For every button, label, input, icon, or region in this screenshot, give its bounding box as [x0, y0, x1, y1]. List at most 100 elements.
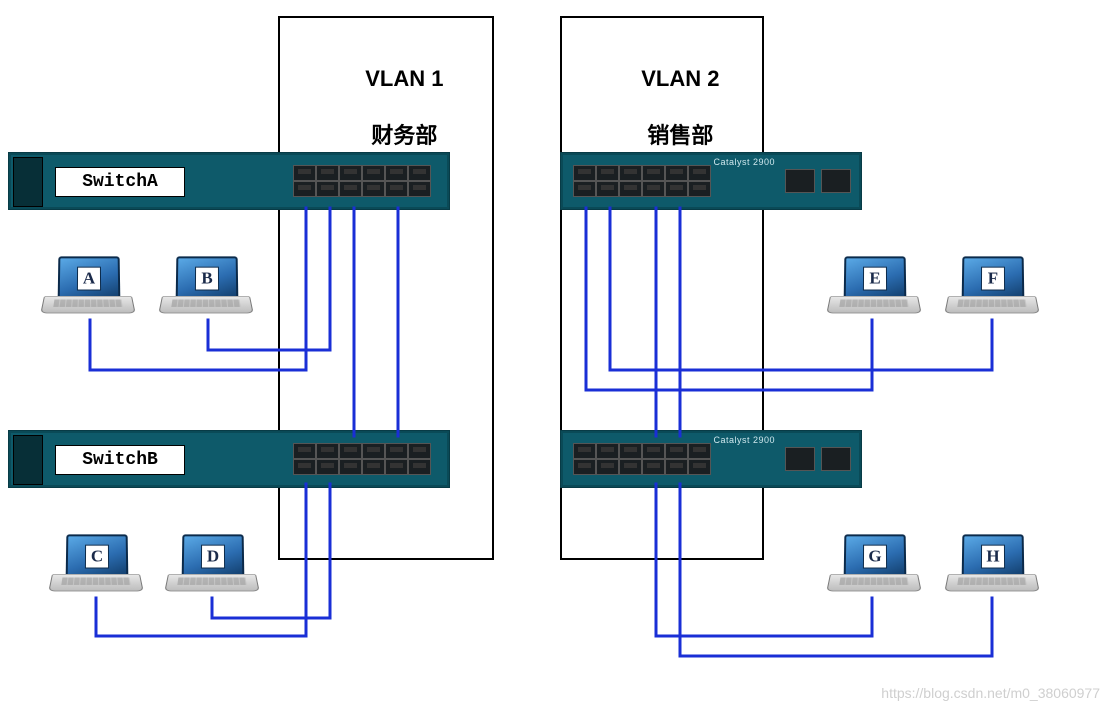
ethernet-port — [665, 165, 688, 181]
switch-b-right: Catalyst 2900 — [560, 430, 862, 488]
laptop-f: F — [948, 256, 1034, 330]
ethernet-port — [596, 165, 619, 181]
ethernet-port — [408, 459, 431, 475]
ethernet-port — [642, 165, 665, 181]
ethernet-port — [665, 443, 688, 459]
ethernet-port — [293, 165, 316, 181]
port-column — [665, 443, 688, 475]
laptop-e-label: E — [863, 267, 887, 291]
laptop-b: B — [162, 256, 248, 330]
ethernet-port — [339, 443, 362, 459]
ethernet-port — [688, 459, 711, 475]
ethernet-port — [573, 181, 596, 197]
ethernet-port — [596, 443, 619, 459]
switch-a-brand: Catalyst 2900 — [713, 157, 775, 167]
port-column — [362, 165, 385, 197]
laptop-base — [826, 296, 921, 313]
port-column — [316, 165, 339, 197]
ethernet-port — [596, 181, 619, 197]
ethernet-port — [293, 459, 316, 475]
ethernet-port — [573, 165, 596, 181]
laptop-h-label: H — [981, 545, 1005, 569]
laptop-h: H — [948, 534, 1034, 608]
port-column — [362, 443, 385, 475]
switch-a-ports-left — [293, 165, 431, 197]
ethernet-port — [316, 165, 339, 181]
port-column — [665, 165, 688, 197]
laptop-base — [158, 296, 253, 313]
laptop-a: A — [44, 256, 130, 330]
laptop-d: D — [168, 534, 254, 608]
port-column — [688, 165, 711, 197]
ethernet-port — [385, 165, 408, 181]
laptop-base — [944, 296, 1039, 313]
ethernet-port — [316, 459, 339, 475]
laptop-e: E — [830, 256, 916, 330]
ethernet-port — [385, 443, 408, 459]
ethernet-port — [665, 459, 688, 475]
switch-b-ports-left — [293, 443, 431, 475]
port-column — [408, 443, 431, 475]
ethernet-port — [688, 181, 711, 197]
ethernet-port — [642, 459, 665, 475]
ethernet-port — [619, 443, 642, 459]
watermark: https://blog.csdn.net/m0_38060977 — [881, 685, 1100, 701]
switch-b-ports-right — [573, 443, 711, 475]
laptop-d-label: D — [201, 545, 225, 569]
uplink-port — [785, 169, 815, 193]
laptop-c-label: C — [85, 545, 109, 569]
ethernet-port — [362, 165, 385, 181]
ethernet-port — [408, 443, 431, 459]
ethernet-port — [316, 443, 339, 459]
laptop-g-label: G — [863, 545, 887, 569]
ethernet-port — [362, 459, 385, 475]
switch-a-status-panel — [13, 157, 43, 207]
uplink-port — [785, 447, 815, 471]
laptop-c: C — [52, 534, 138, 608]
switch-a-uplinks — [785, 169, 851, 193]
ethernet-port — [573, 459, 596, 475]
switch-a-ports-right — [573, 165, 711, 197]
laptop-g: G — [830, 534, 916, 608]
vlan1-title: VLAN 1 — [365, 66, 443, 91]
uplink-port — [821, 169, 851, 193]
ethernet-port — [596, 459, 619, 475]
ethernet-port — [339, 181, 362, 197]
port-column — [408, 165, 431, 197]
ethernet-port — [362, 443, 385, 459]
laptop-base — [826, 574, 921, 591]
uplink-port — [821, 447, 851, 471]
switch-a-right: Catalyst 2900 — [560, 152, 862, 210]
vlan2-subtitle: 销售部 — [647, 123, 713, 148]
port-column — [573, 165, 596, 197]
laptop-f-label: F — [981, 267, 1005, 291]
switch-a: SwitchA — [8, 152, 450, 210]
laptop-a-label: A — [77, 267, 101, 291]
port-column — [316, 443, 339, 475]
ethernet-port — [362, 181, 385, 197]
port-column — [642, 165, 665, 197]
port-column — [339, 443, 362, 475]
switch-b-name: SwitchB — [55, 445, 185, 475]
ethernet-port — [339, 459, 362, 475]
port-column — [642, 443, 665, 475]
port-column — [293, 165, 316, 197]
switch-b: SwitchB — [8, 430, 450, 488]
ethernet-port — [688, 443, 711, 459]
port-column — [596, 443, 619, 475]
switch-b-brand: Catalyst 2900 — [713, 435, 775, 445]
port-column — [573, 443, 596, 475]
laptop-base — [944, 574, 1039, 591]
port-column — [619, 165, 642, 197]
ethernet-port — [339, 165, 362, 181]
ethernet-port — [619, 459, 642, 475]
switch-a-name: SwitchA — [55, 167, 185, 197]
port-column — [385, 165, 408, 197]
switch-b-uplinks — [785, 447, 851, 471]
ethernet-port — [665, 181, 688, 197]
ethernet-port — [385, 459, 408, 475]
laptop-b-label: B — [195, 267, 219, 291]
ethernet-port — [385, 181, 408, 197]
ethernet-port — [688, 165, 711, 181]
port-column — [596, 165, 619, 197]
